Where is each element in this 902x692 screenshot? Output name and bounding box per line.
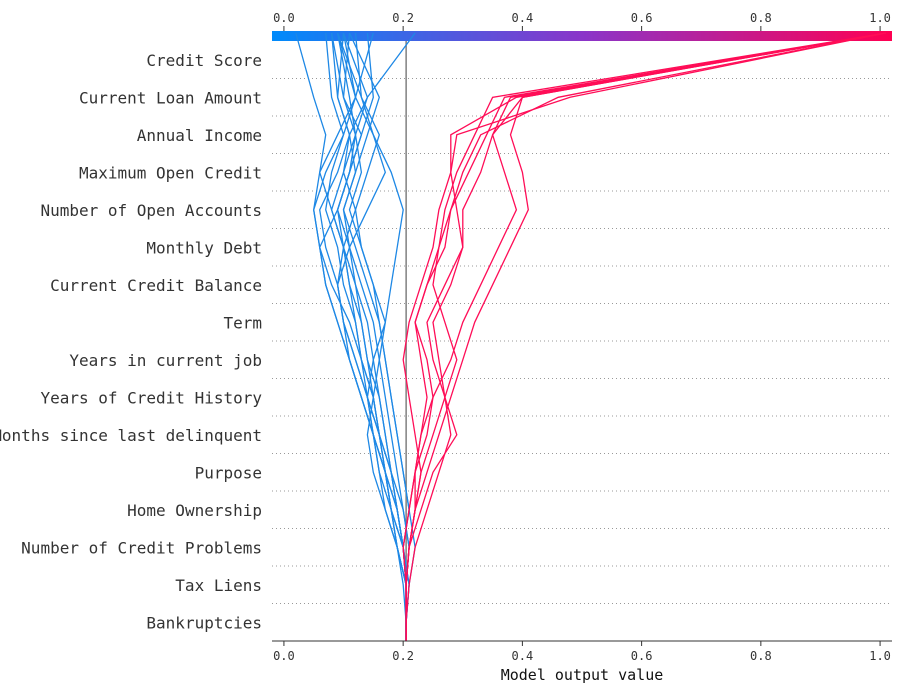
- x-tick-label: 0.2: [392, 649, 414, 663]
- decision-path-high: [405, 32, 887, 641]
- colorbar-tick-label: 0.0: [273, 11, 295, 25]
- colorbar-tick-label: 0.4: [512, 11, 534, 25]
- feature-label: Months since last delinquent: [0, 426, 262, 445]
- decision-path-low: [336, 32, 410, 641]
- feature-label: Number of Open Accounts: [40, 201, 262, 220]
- x-tick-label: 0.6: [631, 649, 653, 663]
- x-tick-label: 0.4: [512, 649, 534, 663]
- x-tick-label: 0.0: [273, 649, 295, 663]
- decision-path-low: [325, 32, 407, 641]
- feature-labels: Credit Score Current Loan Amount Annual In…: [0, 51, 262, 633]
- feature-label: Number of Credit Problems: [21, 538, 262, 557]
- feature-label: Bankruptcies: [146, 613, 262, 632]
- decision-path-high: [405, 32, 887, 641]
- decision-paths: [295, 32, 887, 641]
- feature-label: Term: [223, 313, 262, 332]
- colorbar-tick-label: 1.0: [869, 11, 891, 25]
- colorbar-tick-label: 0.2: [392, 11, 414, 25]
- decision-path-low: [336, 32, 407, 641]
- colorbar-gradient: [272, 31, 892, 41]
- decision-path-high: [405, 32, 887, 641]
- feature-label: Tax Liens: [175, 576, 262, 595]
- feature-label: Monthly Debt: [146, 238, 262, 257]
- decision-path-low: [319, 32, 407, 641]
- decision-path-low: [342, 32, 407, 641]
- feature-label: Current Loan Amount: [79, 88, 262, 107]
- feature-label: Purpose: [195, 463, 262, 482]
- feature-label: Years of Credit History: [40, 388, 262, 407]
- decision-path-low: [313, 32, 407, 641]
- feature-label: Current Credit Balance: [50, 276, 262, 295]
- feature-label: Credit Score: [146, 51, 262, 70]
- decision-path-high: [402, 32, 887, 641]
- colorbar-tick-label: 0.6: [631, 11, 653, 25]
- colorbar-tick-label: 0.8: [750, 11, 772, 25]
- feature-label: Annual Income: [137, 126, 262, 145]
- feature-label: Years in current job: [69, 351, 262, 370]
- x-tick-label: 1.0: [869, 649, 891, 663]
- x-axis-title: Model output value: [501, 666, 664, 684]
- feature-label: Maximum Open Credit: [79, 163, 262, 182]
- colorbar-ticks: 0.0 0.2 0.4 0.6 0.8 1.0: [273, 11, 891, 31]
- x-axis: 0.0 0.2 0.4 0.6 0.8 1.0 Model output value: [272, 640, 892, 684]
- row-gridlines: [272, 78, 892, 642]
- decision-path-high: [405, 32, 887, 641]
- decision-path-low: [295, 32, 407, 641]
- colorbar: 0.0 0.2 0.4 0.6 0.8 1.0: [272, 11, 892, 41]
- decision-path-low: [313, 32, 407, 641]
- x-axis-ticks: 0.0 0.2 0.4 0.6 0.8 1.0: [273, 641, 891, 663]
- feature-label: Home Ownership: [127, 501, 262, 520]
- decision-path-high: [405, 32, 887, 641]
- decision-path-high: [402, 32, 887, 641]
- x-tick-label: 0.8: [750, 649, 772, 663]
- decision-path-high: [402, 32, 887, 641]
